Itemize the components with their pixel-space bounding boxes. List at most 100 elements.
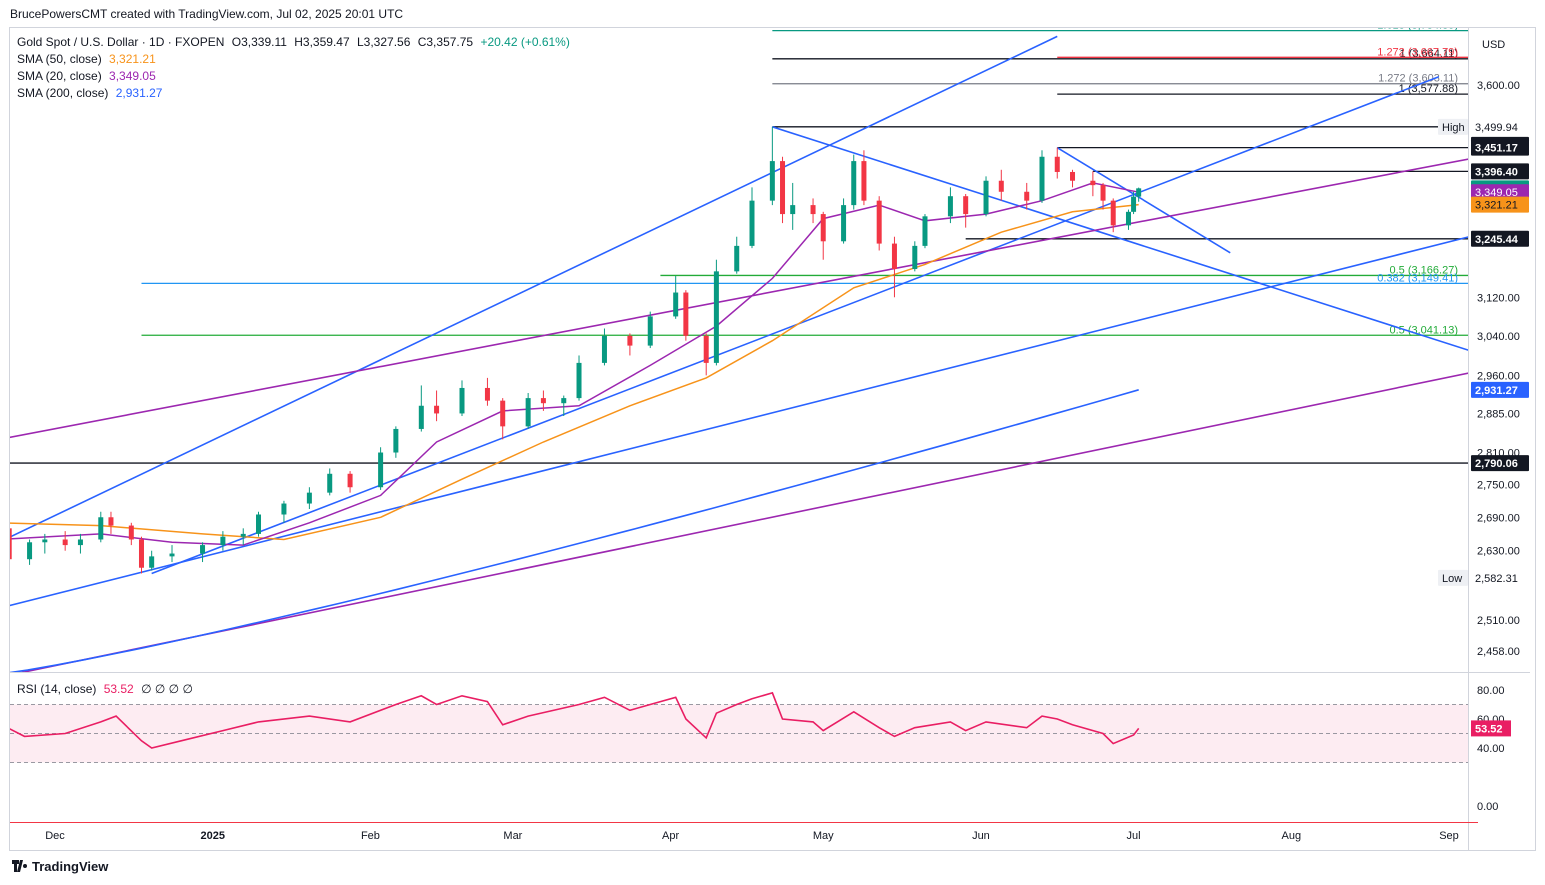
price-tag-text: 2,582.31: [1475, 573, 1518, 585]
price-axis-tick: 2,750.00: [1477, 480, 1520, 492]
candle-body: [327, 473, 333, 493]
candle-body: [0, 528, 2, 550]
candle-body: [149, 556, 155, 568]
candle-body: [62, 539, 68, 546]
candle-body: [810, 205, 816, 215]
price-axis-tick: 2,458.00: [1477, 646, 1520, 658]
candle-body: [683, 292, 689, 336]
ohlc-change: +20.42 (+0.61%): [480, 35, 570, 49]
time-axis-tick: Mar: [503, 830, 522, 842]
sma20-legend[interactable]: SMA (20, close) 3,349.05: [17, 69, 156, 83]
price-axis-tick: 3,600.00: [1477, 80, 1520, 92]
trend-line: [20, 372, 1468, 672]
price-tag-box: [1471, 163, 1529, 180]
candle-body: [861, 161, 867, 201]
candle-body: [418, 405, 424, 429]
trend-line: [1056, 146, 1231, 254]
price-tag-box: [1471, 381, 1529, 398]
time-axis-tick: 2025: [200, 830, 224, 842]
currency-label: USD: [1482, 39, 1505, 51]
candle-body: [601, 335, 607, 363]
time-axis-tick: Sep: [1439, 830, 1459, 842]
candle-body: [347, 473, 353, 488]
candle-body: [841, 205, 847, 242]
candle-body: [780, 161, 786, 215]
candle-body: [576, 362, 582, 399]
tradingview-logo-icon: [12, 860, 28, 872]
sma200-line: [10, 389, 1139, 672]
candle-body: [10, 528, 12, 560]
time-axis-tick: Apr: [662, 830, 679, 842]
candle-body: [673, 292, 679, 317]
candle-body: [378, 452, 384, 488]
candle-body: [98, 517, 104, 540]
candle-body: [876, 200, 882, 244]
candle-body: [1070, 171, 1076, 181]
candle-body: [627, 335, 633, 346]
price-tag-box: [1471, 455, 1529, 472]
sma50-value: 3,321.21: [109, 52, 156, 66]
ohlc-low: L3,327.56: [356, 35, 411, 49]
ohlc-open: O3,339.11: [231, 35, 287, 49]
symbol-legend: Gold Spot / U.S. Dollar · 1D · FXOPEN O3…: [17, 35, 570, 49]
trend-line: [10, 236, 1468, 607]
time-axis-tick: Dec: [45, 830, 65, 842]
rsi-value: 53.52: [103, 682, 134, 696]
candle-body: [42, 539, 48, 543]
rsi-legend[interactable]: RSI (14, close) 53.52 ∅ ∅ ∅ ∅: [17, 682, 193, 696]
candle-body: [1024, 191, 1030, 201]
price-tag-box: [1438, 569, 1468, 586]
candle-body: [647, 316, 653, 346]
candle-body: [1039, 156, 1045, 201]
rsi-axis-tick: 40.00: [1477, 743, 1505, 755]
price-tag-box: [1471, 139, 1529, 156]
time-axis-tick: Jun: [972, 830, 990, 842]
symbol-title: Gold Spot / U.S. Dollar · 1D · FXOPEN: [17, 35, 225, 49]
price-tag-box: [1438, 118, 1468, 135]
tradingview-logo[interactable]: TradingView: [12, 859, 108, 874]
horizontal-level-label: 1.272 (3,667.79): [1377, 46, 1458, 58]
sma50-label: SMA (50, close): [17, 52, 102, 66]
candle-body: [912, 245, 918, 270]
price-tag-box: [1471, 230, 1529, 247]
time-axis-tick: Aug: [1281, 830, 1301, 842]
trend-line: [10, 158, 1468, 439]
trend-line: [772, 126, 1468, 351]
rsi-axis-tick: 80.00: [1477, 685, 1505, 697]
candle-body: [169, 553, 175, 557]
candle-body: [77, 539, 83, 546]
candle-body: [240, 533, 246, 537]
horizontal-level-label: 0.5 (3,166.27): [1390, 264, 1459, 276]
candle-body: [200, 545, 206, 554]
price-tag-text: 3,396.40: [1475, 166, 1518, 178]
price-axis-tick: 2,960.00: [1477, 370, 1520, 382]
horizontal-level-label: 0.5 (3,041.13): [1390, 324, 1459, 336]
candle-body: [459, 387, 465, 414]
sma50-legend[interactable]: SMA (50, close) 3,321.21: [17, 52, 156, 66]
ohlc-high: H3,359.47: [294, 35, 350, 49]
chart-frame: [9, 27, 1536, 851]
candle-body: [525, 398, 531, 427]
rsi-tag-box: [1471, 720, 1511, 737]
price-axis-tick: 2,630.00: [1477, 546, 1520, 558]
candle-body: [1125, 211, 1131, 226]
price-tag-box: [1471, 196, 1529, 213]
candle-body: [138, 539, 144, 568]
rsi-tag-text: 53.52: [1475, 723, 1503, 735]
candle-body: [128, 525, 134, 540]
candle-body: [820, 214, 826, 242]
horizontal-level-label: 1.272 (3,603.11): [1378, 73, 1458, 85]
candle-body: [1136, 188, 1142, 197]
sma200-legend[interactable]: SMA (200, close) 2,931.27: [17, 86, 162, 100]
price-tag-box: [1471, 569, 1529, 586]
candle-body: [851, 161, 857, 206]
candle-body: [1131, 196, 1137, 212]
rsi-line: [10, 691, 1140, 749]
candle-body: [922, 216, 928, 246]
candle-body: [256, 514, 262, 534]
rsi-extra: ∅ ∅ ∅ ∅: [141, 682, 193, 696]
candle-body: [703, 335, 709, 363]
time-axis-tick: Jul: [1127, 830, 1141, 842]
price-tag-text: 3,499.94: [1475, 122, 1518, 134]
